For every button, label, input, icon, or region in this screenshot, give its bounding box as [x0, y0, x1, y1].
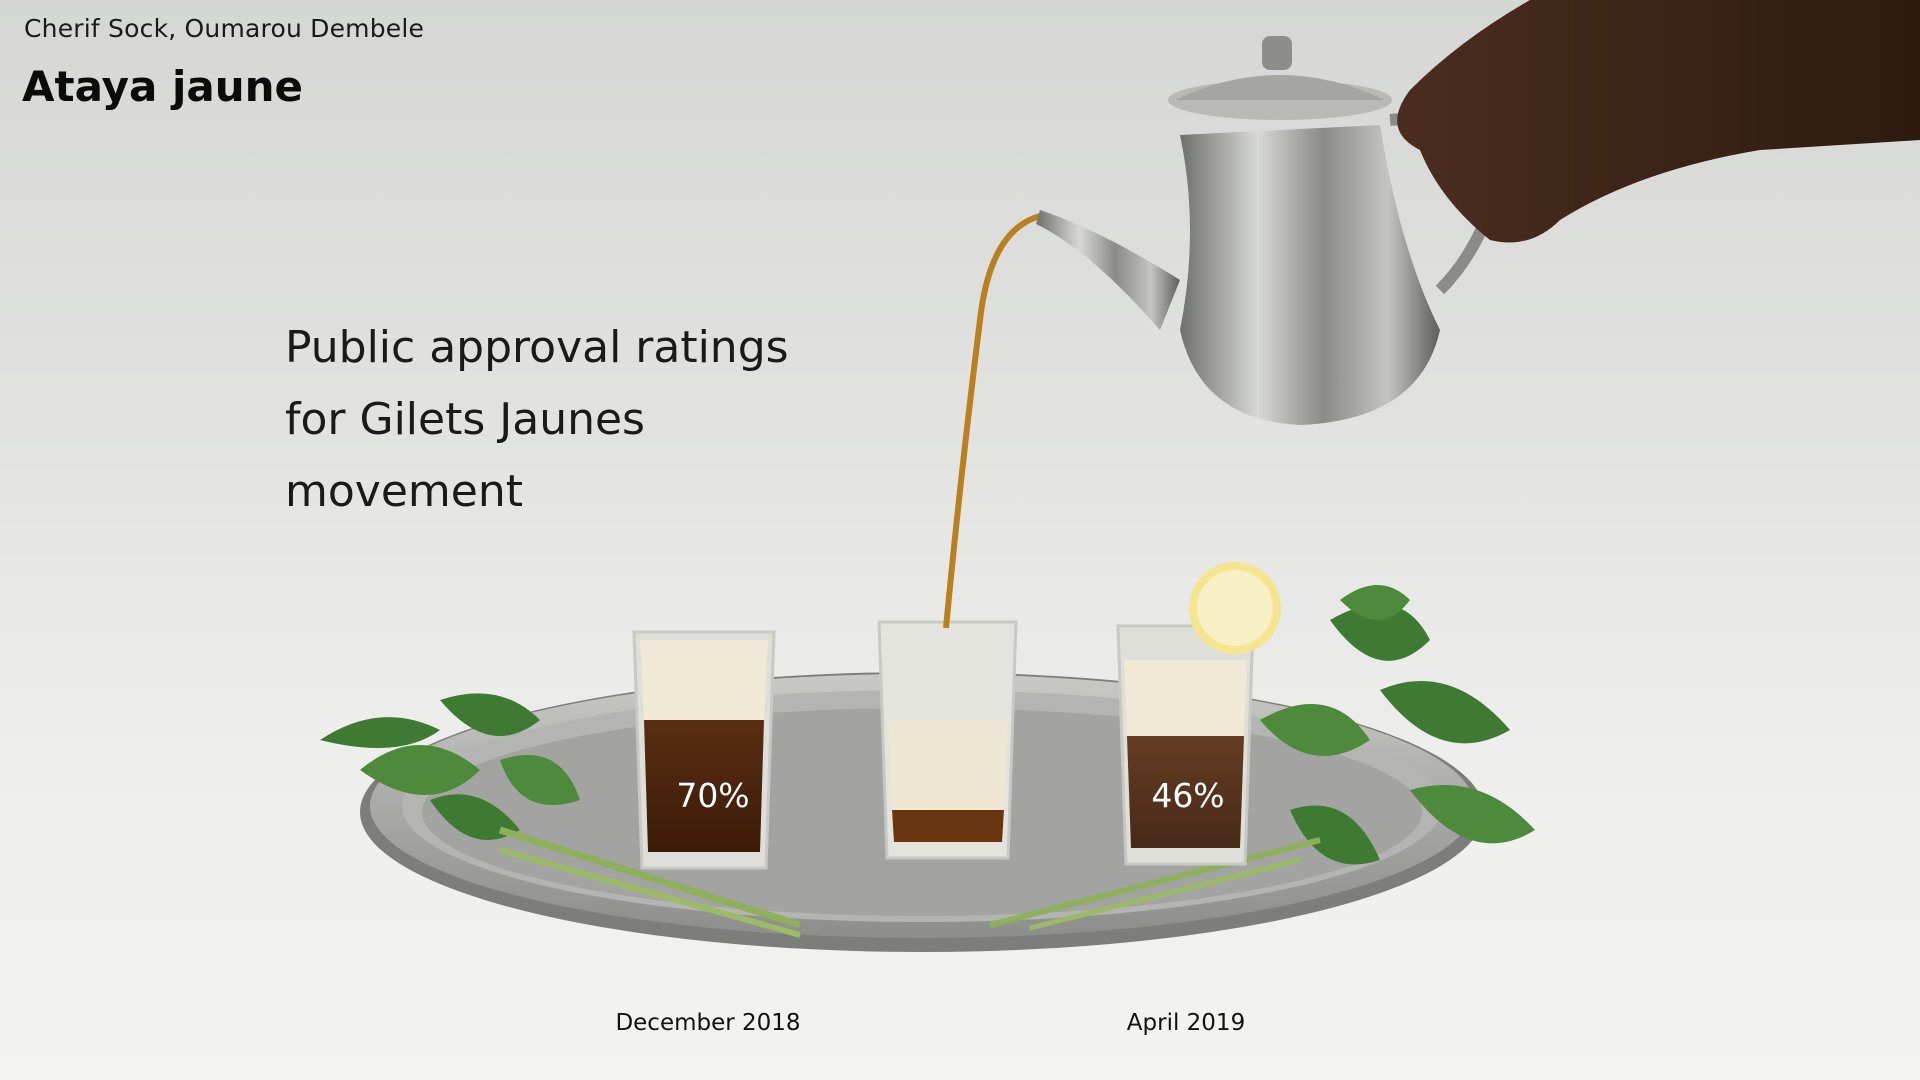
- chart-title-line: movement: [285, 466, 523, 517]
- category-label-april-2019: April 2019: [1126, 1010, 1246, 1036]
- category-label-december-2018: December 2018: [615, 1010, 801, 1036]
- chart-title-line: for Gilets Jaunes: [285, 394, 645, 445]
- hand: [1397, 0, 1920, 243]
- authors: Cherif Sock, Oumarou Dembele: [24, 14, 425, 43]
- mint-leaves-right: [989, 585, 1535, 931]
- tea-stream: [943, 213, 1041, 629]
- glass-empty-pouring: [877, 620, 1018, 860]
- chart-title: Public approval ratings for Gilets Jaune…: [285, 312, 905, 528]
- glass-april-2019: [1116, 624, 1255, 866]
- teapot: [1036, 36, 1507, 425]
- data-label-december-2018: 70%: [676, 776, 750, 815]
- glass-december-2018: [632, 630, 776, 870]
- lemon-slice: [1189, 562, 1281, 654]
- mint-leaves-left: [320, 693, 802, 938]
- page-title: Ataya jaune: [22, 62, 303, 111]
- data-label-april-2019: 46%: [1151, 776, 1225, 815]
- chart-title-line: Public approval ratings: [285, 322, 789, 373]
